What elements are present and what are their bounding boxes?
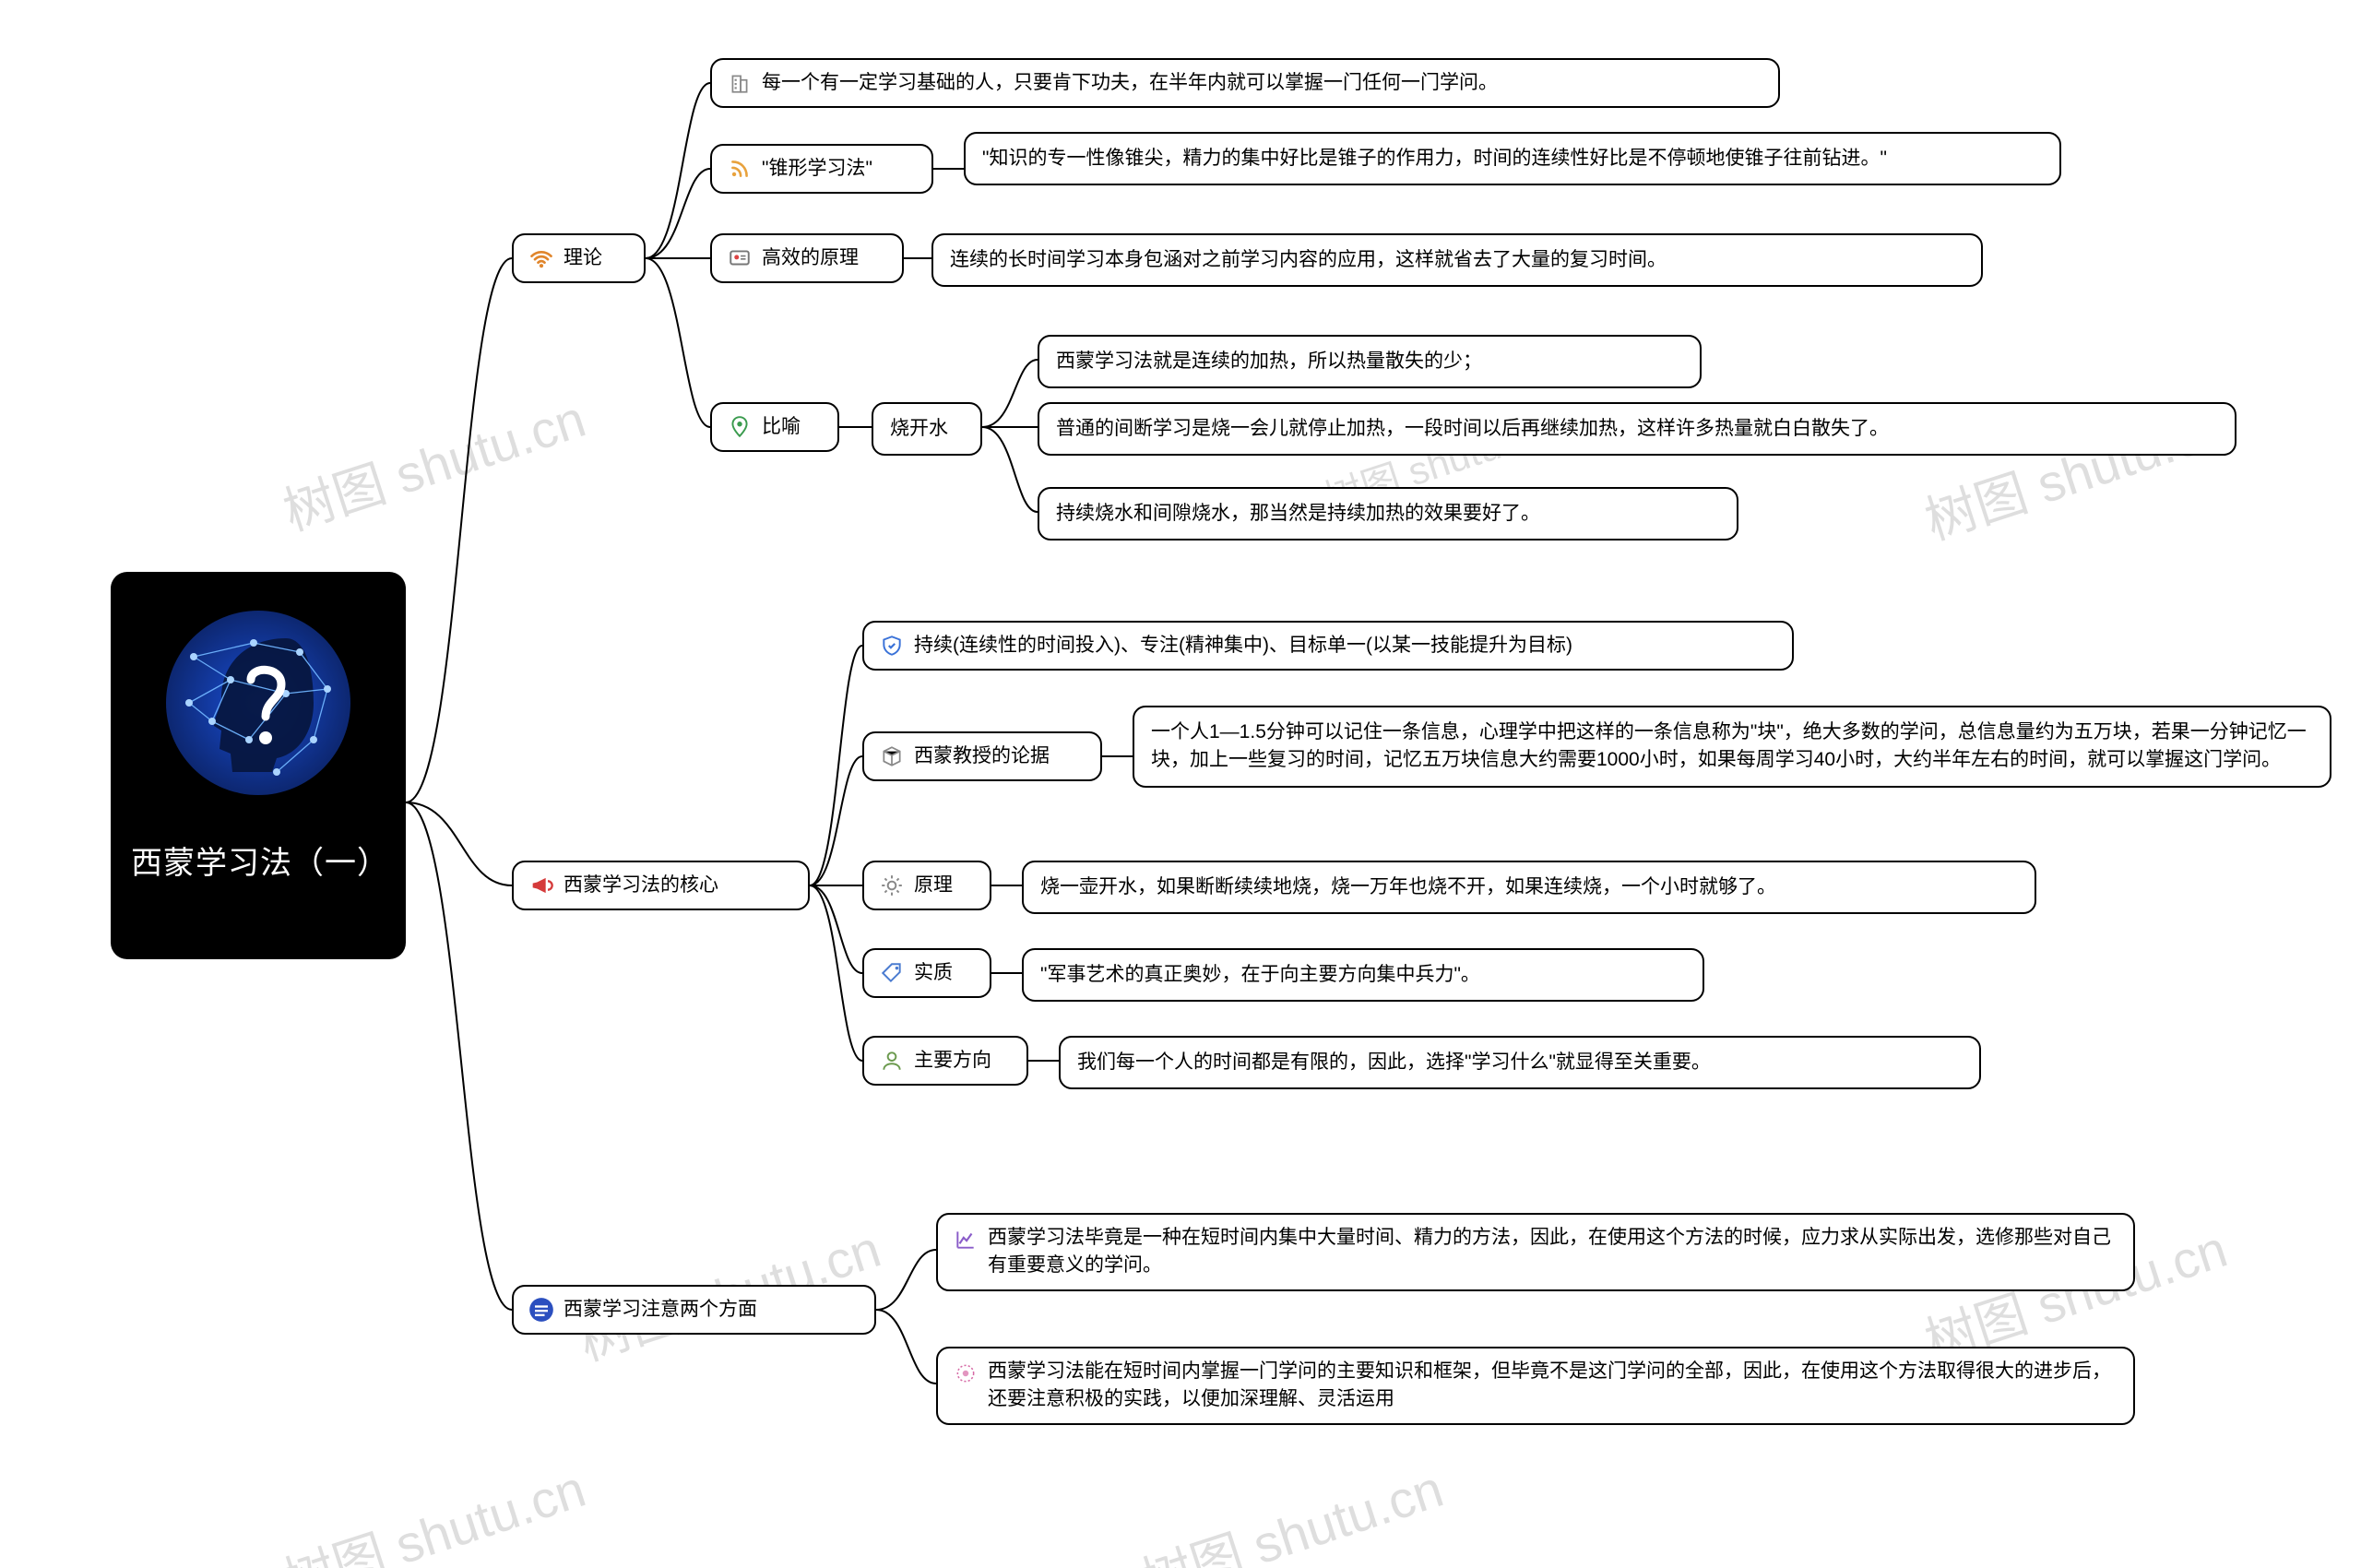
watermark: 树图 shutu.cn (1131, 1448, 1452, 1568)
b1-c2-label: "锥形学习法" (762, 155, 917, 183)
b1-c4-g1-label: 西蒙学习法就是连续的加热，所以热量散失的少； (1056, 348, 1683, 375)
b2-c5-label: 主要方向 (914, 1047, 1012, 1075)
b1-c1[interactable]: 每一个有一定学习基础的人，只要肯下功夫，在半年内就可以掌握一门任何一门学问。 (710, 58, 1780, 108)
b2-c5-detail[interactable]: 我们每一个人的时间都是有限的，因此，选择"学习什么"就显得至关重要。 (1059, 1036, 1981, 1089)
chart-icon (953, 1227, 979, 1253)
b1-c4-g2[interactable]: 普通的间断学习是烧一会儿就停止加热，一段时间以后再继续加热，这样许多热量就白白散… (1038, 402, 2236, 456)
b1-c4-g1[interactable]: 西蒙学习法就是连续的加热，所以热量散失的少； (1038, 335, 1702, 388)
b1-c3-detail-label: 连续的长时间学习本身包涵对之前学习内容的应用，这样就省去了大量的复习时间。 (950, 246, 1964, 274)
building-icon (727, 70, 753, 96)
b2-c2[interactable]: 西蒙教授的论据 (862, 731, 1102, 781)
watermark: 树图 shutu.cn (273, 378, 594, 546)
b3-c2-label: 西蒙学习法能在短时间内掌握一门学问的主要知识和框架，但毕竟不是这门学问的全部，因… (988, 1358, 2118, 1414)
wifi-icon (528, 245, 554, 271)
root-image-icon (148, 592, 369, 814)
user-icon (879, 1048, 905, 1074)
branch-theory[interactable]: 理论 (512, 233, 646, 283)
branch-notes[interactable]: 西蒙学习注意两个方面 (512, 1285, 876, 1335)
branch-theory-label: 理论 (564, 244, 629, 272)
b1-c2-detail[interactable]: "知识的专一性像锥尖，精力的集中好比是锥子的作用力，时间的连续性好比是不停顿地使… (964, 132, 2061, 185)
tag-icon (879, 960, 905, 986)
b1-c2[interactable]: "锥形学习法" (710, 144, 933, 194)
branch-notes-label: 西蒙学习注意两个方面 (564, 1296, 860, 1324)
b1-c4-g3-label: 持续烧水和间隙烧水，那当然是持续加热的效果要好了。 (1056, 500, 1720, 528)
b2-c4[interactable]: 实质 (862, 948, 991, 998)
pin-icon (727, 414, 753, 440)
b2-c2-detail[interactable]: 一个人1—1.5分钟可以记住一条信息，心理学中把这样的一条信息称为"块"，绝大多… (1133, 706, 2331, 788)
b2-c2-label: 西蒙教授的论据 (914, 742, 1086, 770)
b3-c2[interactable]: 西蒙学习法能在短时间内掌握一门学问的主要知识和框架，但毕竟不是这门学问的全部，因… (936, 1347, 2135, 1425)
b3-c1-label: 西蒙学习法毕竟是一种在短时间内集中大量时间、精力的方法，因此，在使用这个方法的时… (988, 1224, 2118, 1280)
b2-c3-label: 原理 (914, 872, 975, 899)
b2-c5-detail-label: 我们每一个人的时间都是有限的，因此，选择"学习什么"就显得至关重要。 (1077, 1049, 1963, 1076)
b1-c1-label: 每一个有一定学习基础的人，只要肯下功夫，在半年内就可以掌握一门任何一门学问。 (762, 69, 1763, 97)
b1-c4-child[interactable]: 烧开水 (872, 402, 982, 456)
b2-c1-label: 持续(连续性的时间投入)、专注(精神集中)、目标单一(以某一技能提升为目标) (914, 632, 1777, 659)
b1-c4-g2-label: 普通的间断学习是烧一会儿就停止加热，一段时间以后再继续加热，这样许多热量就白白散… (1056, 415, 2218, 443)
b2-c4-detail-label: "军事艺术的真正奥妙，在于向主要方向集中兵力"。 (1040, 961, 1686, 989)
sparkle-icon (953, 1360, 979, 1386)
cube-icon (879, 743, 905, 769)
b2-c2-detail-label: 一个人1—1.5分钟可以记住一条信息，心理学中把这样的一条信息称为"块"，绝大多… (1151, 719, 2313, 775)
megaphone-icon (528, 873, 554, 898)
b1-c3[interactable]: 高效的原理 (710, 233, 904, 283)
b2-c3-detail-label: 烧一壶开水，如果断断续续地烧，烧一万年也烧不开，如果连续烧，一个小时就够了。 (1040, 873, 2018, 901)
b1-c4-g3[interactable]: 持续烧水和间隙烧水，那当然是持续加热的效果要好了。 (1038, 487, 1738, 540)
b1-c4-label: 比喻 (762, 413, 823, 441)
lines-icon (528, 1297, 554, 1323)
b1-c3-label: 高效的原理 (762, 244, 887, 272)
b1-c2-detail-label: "知识的专一性像锥尖，精力的集中好比是锥子的作用力，时间的连续性好比是不停顿地使… (982, 145, 2043, 172)
b2-c5[interactable]: 主要方向 (862, 1036, 1028, 1086)
watermark: 树图 shutu.cn (273, 1448, 594, 1568)
b1-c4-child-label: 烧开水 (890, 415, 964, 443)
shield-icon (879, 633, 905, 659)
b2-c3[interactable]: 原理 (862, 861, 991, 910)
mindmap-canvas: 树图 shutu.cn 树图 shutu.cn 树图 shutu.cn 树图 s… (0, 0, 2361, 1568)
b2-c3-detail[interactable]: 烧一壶开水，如果断断续续地烧，烧一万年也烧不开，如果连续烧，一个小时就够了。 (1022, 861, 2036, 914)
root-title: 西蒙学习法（一） (131, 837, 386, 883)
branch-core[interactable]: 西蒙学习法的核心 (512, 861, 810, 910)
b1-c3-detail[interactable]: 连续的长时间学习本身包涵对之前学习内容的应用，这样就省去了大量的复习时间。 (931, 233, 1983, 287)
b1-c4[interactable]: 比喻 (710, 402, 839, 452)
b2-c1[interactable]: 持续(连续性的时间投入)、专注(精神集中)、目标单一(以某一技能提升为目标) (862, 621, 1794, 671)
branch-core-label: 西蒙学习法的核心 (564, 872, 793, 899)
b2-c4-label: 实质 (914, 959, 975, 987)
board-icon (727, 245, 753, 271)
b2-c4-detail[interactable]: "军事艺术的真正奥妙，在于向主要方向集中兵力"。 (1022, 948, 1704, 1002)
rss-icon (727, 156, 753, 182)
root-node[interactable]: 西蒙学习法（一） (111, 572, 406, 959)
gear-icon (879, 873, 905, 898)
b3-c1[interactable]: 西蒙学习法毕竟是一种在短时间内集中大量时间、精力的方法，因此，在使用这个方法的时… (936, 1213, 2135, 1291)
